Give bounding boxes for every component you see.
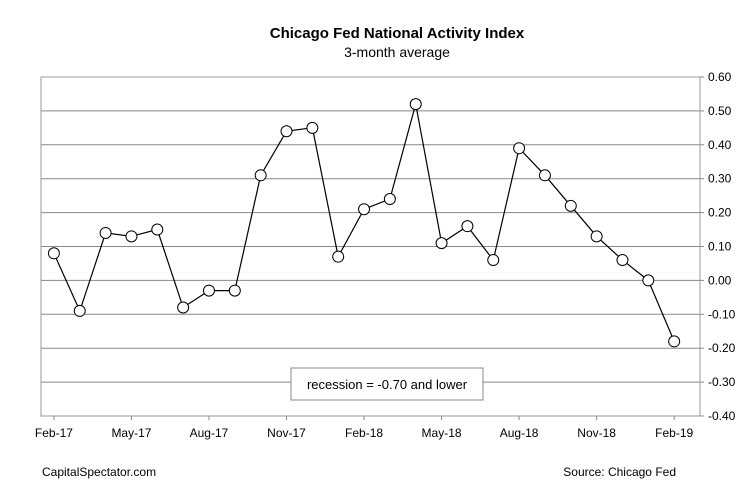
x-tick-label: Nov-17 — [267, 426, 306, 440]
y-axis-ticks: -0.40 -0.30 -0.20 -0.10 0.00 0.10 0.20 0.30 0.40… — [700, 70, 736, 423]
x-tick-label: Aug-18 — [500, 426, 539, 440]
data-point — [616, 254, 629, 267]
y-tick-label: 0.10 — [708, 240, 732, 254]
y-tick-label: 0.20 — [708, 206, 732, 220]
x-tick-label: May-18 — [422, 426, 462, 440]
y-tick-label: 0.30 — [708, 172, 732, 186]
data-point — [47, 247, 60, 260]
data-point — [590, 230, 603, 243]
data-point — [564, 199, 577, 212]
chart-subtitle: 3-month average — [344, 44, 450, 60]
data-point — [383, 193, 396, 206]
data-point — [99, 226, 112, 239]
x-tick-label: May-17 — [111, 426, 151, 440]
footer-source: Source: Chicago Fed — [563, 465, 676, 479]
y-tick-label: 0.00 — [708, 273, 732, 287]
x-tick-label: Feb-19 — [655, 426, 693, 440]
data-point — [538, 169, 551, 182]
y-tick-label: 0.50 — [708, 104, 732, 118]
data-point — [409, 98, 422, 111]
gridlines — [41, 76, 700, 417]
data-point — [332, 250, 345, 263]
y-tick-label: -0.20 — [708, 341, 736, 355]
data-point — [73, 304, 86, 317]
data-point — [435, 237, 448, 250]
data-point — [254, 169, 267, 182]
data-point — [461, 220, 474, 233]
footer-site-credit: CapitalSpectator.com — [42, 465, 156, 479]
data-point — [280, 125, 293, 138]
data-point — [513, 142, 526, 155]
data-point — [306, 121, 319, 134]
data-point — [202, 284, 215, 297]
data-point — [358, 203, 371, 216]
x-tick-label: Nov-18 — [577, 426, 616, 440]
chart-title: Chicago Fed National Activity Index — [270, 25, 525, 42]
data-point — [151, 223, 164, 236]
recession-annotation: recession = -0.70 and lower — [290, 367, 484, 401]
x-tick-label: Feb-18 — [345, 426, 383, 440]
annotation-box — [290, 367, 484, 401]
x-axis-ticks: Feb-17 May-17 Aug-17 Nov-17 Feb-18 May-18 Aug-… — [35, 416, 693, 440]
y-tick-label: -0.30 — [708, 375, 736, 389]
y-tick-label: 0.60 — [708, 70, 732, 84]
y-tick-label: -0.10 — [708, 307, 736, 321]
y-tick-label: 0.40 — [708, 138, 732, 152]
data-point — [228, 284, 241, 297]
x-tick-label: Feb-17 — [35, 426, 73, 440]
data-point — [125, 230, 138, 243]
annotation-text: recession = -0.70 and lower — [307, 377, 468, 392]
series-line-group — [47, 98, 681, 348]
data-point — [668, 335, 681, 348]
y-tick-label: -0.40 — [708, 409, 736, 423]
data-point — [487, 254, 500, 267]
data-point — [642, 274, 655, 287]
series-line — [53, 103, 675, 342]
data-point — [177, 301, 190, 314]
x-tick-label: Aug-17 — [190, 426, 229, 440]
